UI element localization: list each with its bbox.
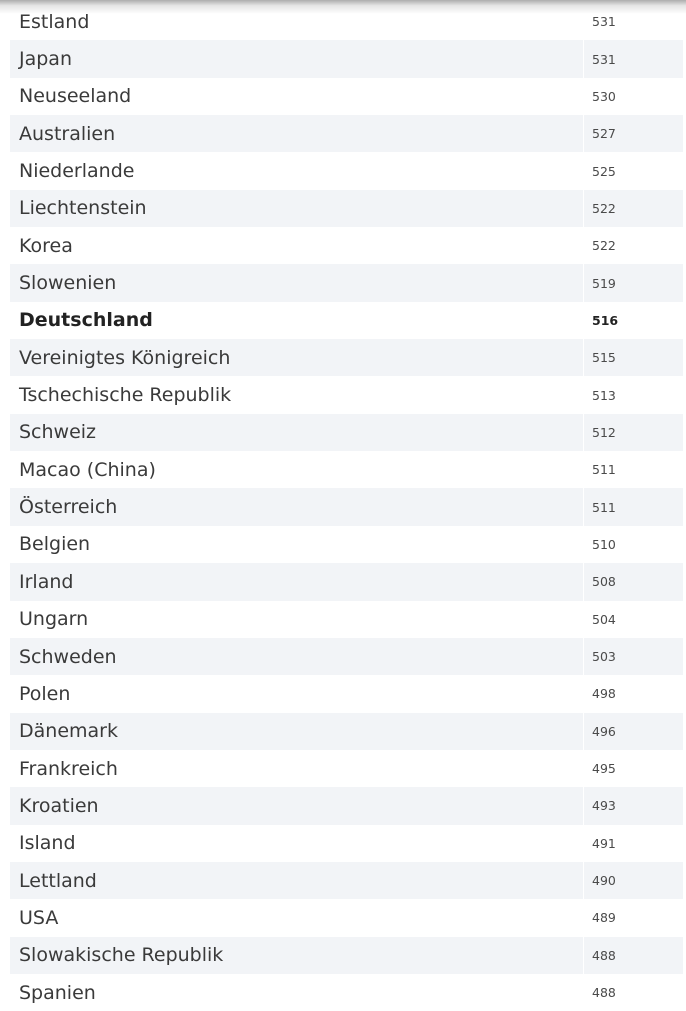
table-row: Slowenien 519 xyxy=(10,264,683,302)
score-value: 498 xyxy=(592,686,616,702)
table-row: Österreich 511 xyxy=(10,488,683,526)
country-name: Slowenien xyxy=(10,264,584,302)
ranking-table: Estland 531 Japan 531 Neuseeland 530 Australie… xyxy=(10,3,683,1011)
country-name: Belgien xyxy=(10,525,584,564)
table-row: Irland 508 xyxy=(10,563,683,601)
country-name: Japan xyxy=(10,40,584,78)
table-row: Liechtenstein 522 xyxy=(10,189,683,228)
score-value: 522 xyxy=(592,238,616,254)
score-value: 510 xyxy=(592,536,616,552)
table-row: Belgien 510 xyxy=(10,525,683,564)
country-name: Polen xyxy=(10,675,584,713)
country-name: Ungarn xyxy=(10,600,584,638)
country-name: Korea xyxy=(10,227,584,265)
country-name: Dänemark xyxy=(10,712,584,750)
table-row: Spanien 488 xyxy=(10,973,683,1011)
score-value: 495 xyxy=(592,761,616,777)
score-value: 488 xyxy=(584,936,683,974)
country-name: Estland xyxy=(10,3,584,41)
score-value: 530 xyxy=(592,88,616,104)
score-value: 496 xyxy=(584,712,683,750)
country-name: Deutschland xyxy=(10,301,584,340)
country-name: Schweden xyxy=(10,637,584,676)
country-name: Slowakische Republik xyxy=(10,936,584,974)
table-row: Ungarn 504 xyxy=(10,600,683,638)
table-row: Niederlande 525 xyxy=(10,152,683,190)
country-name: Neuseeland xyxy=(10,77,584,116)
score-value: 531 xyxy=(592,14,616,30)
table-row: Schweiz 512 xyxy=(10,413,683,452)
table-row: Slowakische Republik 488 xyxy=(10,936,683,974)
score-value: 489 xyxy=(592,910,616,926)
country-name: Island xyxy=(10,824,584,862)
score-value: 522 xyxy=(584,189,683,228)
score-value: 525 xyxy=(592,163,616,179)
score-value: 490 xyxy=(584,861,683,900)
score-value: 512 xyxy=(584,413,683,452)
table-row: Deutschland 516 xyxy=(10,301,683,340)
table-row: Estland 531 xyxy=(10,3,683,41)
table-row: Lettland 490 xyxy=(10,861,683,900)
score-value: 511 xyxy=(592,462,616,478)
country-name: Tschechische Republik xyxy=(10,376,584,414)
country-name: Irland xyxy=(10,563,584,601)
score-value: 519 xyxy=(584,264,683,302)
score-value: 488 xyxy=(592,985,616,1001)
table-row: Dänemark 496 xyxy=(10,712,683,750)
country-name: Lettland xyxy=(10,861,584,900)
table-row: Japan 531 xyxy=(10,40,683,78)
country-name: Frankreich xyxy=(10,749,584,788)
score-value: 511 xyxy=(584,488,683,526)
table-row: Tschechische Republik 513 xyxy=(10,376,683,414)
score-value: 515 xyxy=(584,339,683,377)
country-name: Australien xyxy=(10,115,584,153)
country-name: Kroatien xyxy=(10,787,584,825)
table-row: Schweden 503 xyxy=(10,637,683,676)
country-name: Schweiz xyxy=(10,413,584,452)
country-name: Österreich xyxy=(10,488,584,526)
table-row: Vereinigtes Königreich 515 xyxy=(10,339,683,377)
country-name: USA xyxy=(10,899,584,937)
table-row: Macao (China) 511 xyxy=(10,451,683,489)
ranking-table-body: Estland 531 Japan 531 Neuseeland 530 Australie… xyxy=(10,3,683,1011)
score-value: 527 xyxy=(584,115,683,153)
table-row: Kroatien 493 xyxy=(10,787,683,825)
score-value: 493 xyxy=(584,787,683,825)
table-row: Island 491 xyxy=(10,824,683,862)
country-name: Niederlande xyxy=(10,152,584,190)
table-row: USA 489 xyxy=(10,899,683,937)
table-row: Korea 522 xyxy=(10,227,683,265)
country-name: Vereinigtes Königreich xyxy=(10,339,584,377)
score-value: 516 xyxy=(592,312,619,328)
country-name: Macao (China) xyxy=(10,451,584,489)
score-value: 531 xyxy=(584,40,683,78)
score-value: 503 xyxy=(584,637,683,676)
score-value: 491 xyxy=(592,835,616,851)
score-value: 504 xyxy=(592,611,616,627)
table-row: Neuseeland 530 xyxy=(10,77,683,116)
score-value: 513 xyxy=(592,387,616,403)
country-name: Liechtenstein xyxy=(10,189,584,228)
table-row: Australien 527 xyxy=(10,115,683,153)
country-name: Spanien xyxy=(10,973,584,1011)
score-value: 508 xyxy=(584,563,683,601)
table-row: Polen 498 xyxy=(10,675,683,713)
table-row: Frankreich 495 xyxy=(10,749,683,788)
